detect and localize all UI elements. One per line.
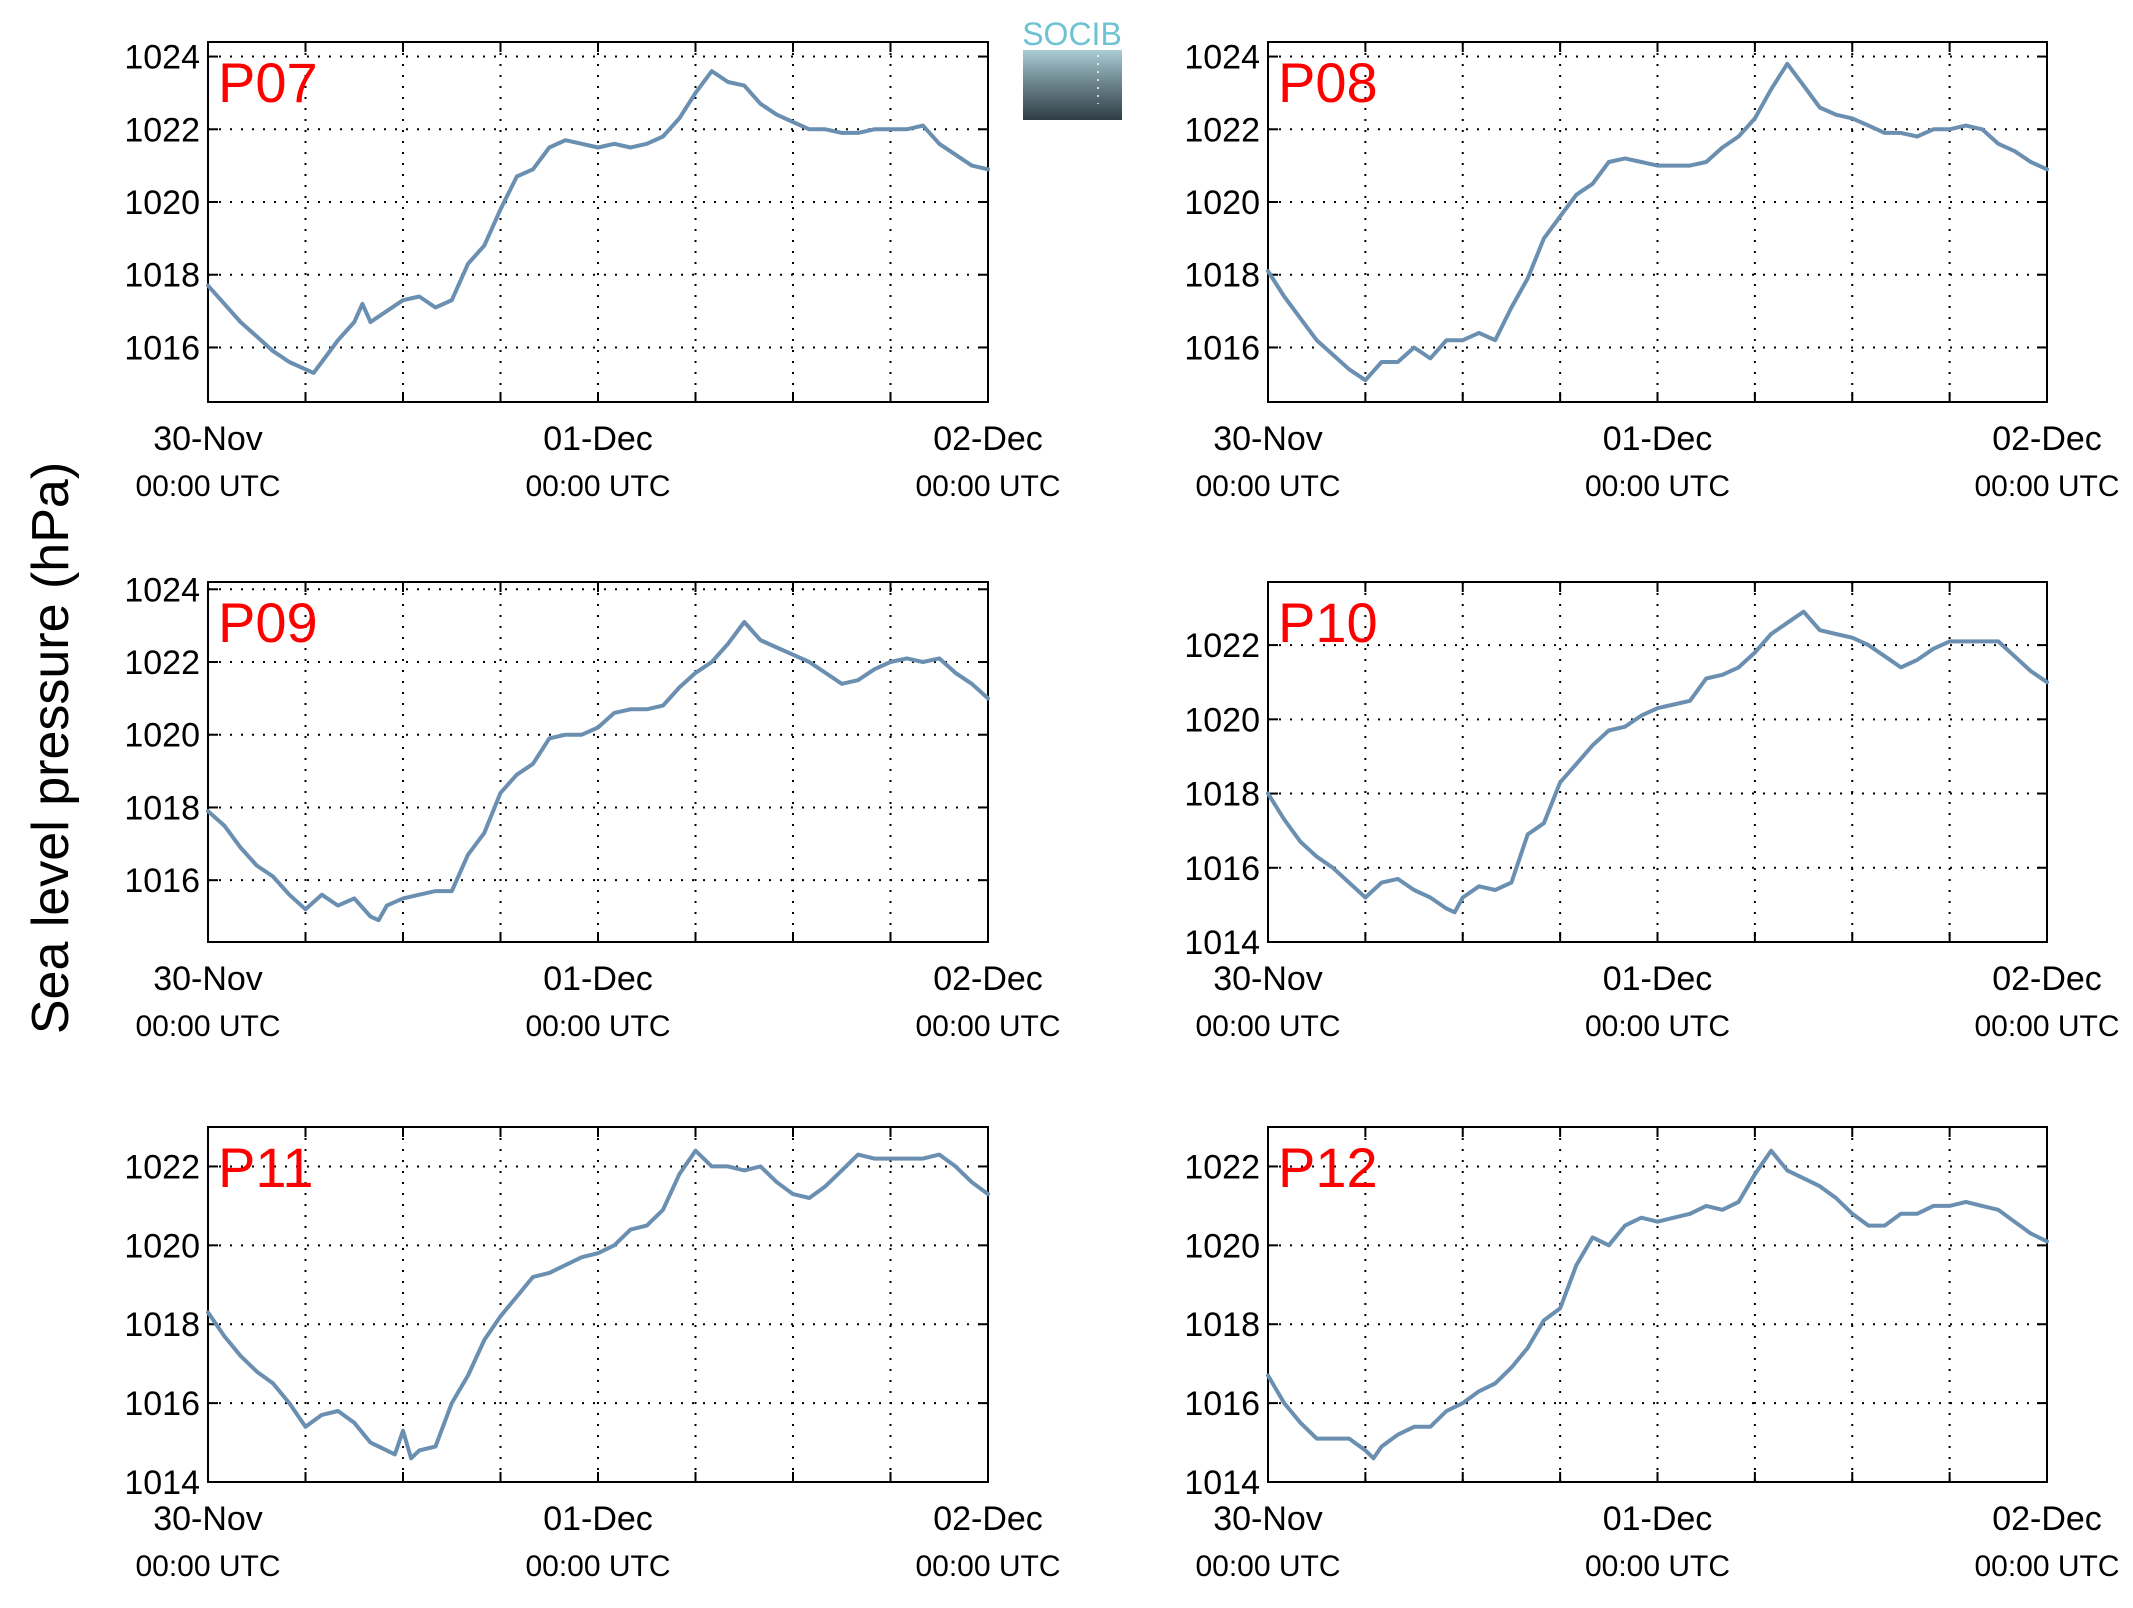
x-tick-label-time: 00:00 UTC [915,1010,1060,1043]
y-tick-label: 1022 [124,1148,200,1186]
x-tick-label-date: 01-Dec [1603,960,1713,998]
y-tick-label: 1016 [1184,329,1260,367]
panel-label: P09 [218,591,318,654]
x-tick-label-time: 00:00 UTC [525,1550,670,1583]
series-line [1266,609,2049,915]
x-tick-label-time: 00:00 UTC [1585,1550,1730,1583]
x-tick-label-time: 00:00 UTC [1974,1010,2119,1043]
y-axis-label: Sea level pressure (hPa) [22,462,80,1034]
y-tick-label: 1014 [1184,924,1260,962]
x-tick-label-time: 00:00 UTC [135,1010,280,1043]
series-line [1266,1148,2049,1461]
y-tick-label: 1016 [1184,1385,1260,1423]
x-tick-label-date: 01-Dec [1603,1500,1713,1538]
plot-frame [1267,41,2048,403]
y-tick-label: 1020 [1184,184,1260,222]
x-tick-label-date: 30-Nov [1213,420,1323,458]
x-tick-label-time: 00:00 UTC [135,470,280,503]
y-tick-label: 1024 [124,571,200,609]
series-line [206,620,990,923]
x-tick-label-time: 00:00 UTC [1195,470,1340,503]
x-tick-label-date: 30-Nov [153,420,263,458]
panel-label: P11 [218,1136,313,1199]
y-tick-label: 1016 [124,1385,200,1423]
x-tick-label-time: 00:00 UTC [1585,1010,1730,1043]
x-tick-label-time: 00:00 UTC [1974,1550,2119,1583]
y-tick-label: 1022 [124,111,200,149]
plot-frame [1267,581,2048,943]
x-tick-label-time: 00:00 UTC [525,1010,670,1043]
y-tick-label: 1016 [1184,850,1260,888]
panel-p11: 1014 1016 1018 1020 1022 30-Nov 00:00 UTC 01-De… [124,1126,1061,1583]
y-tick-label: 1022 [124,644,200,682]
x-tick-label-date: 30-Nov [153,960,263,998]
x-tick-label-date: 02-Dec [1992,420,2102,458]
y-tick-label: 1020 [124,184,200,222]
socib-logo: SOCIB [1022,16,1122,120]
x-tick-label-time: 00:00 UTC [1195,1010,1340,1043]
y-tick-label: 1016 [124,862,200,900]
x-tick-label-date: 30-Nov [1213,960,1323,998]
y-tick-label: 1018 [1184,257,1260,295]
y-tick-label: 1022 [1184,111,1260,149]
y-tick-label: 1020 [124,1227,200,1265]
x-tick-label-time: 00:00 UTC [135,1550,280,1583]
x-tick-label-time: 00:00 UTC [1974,470,2119,503]
x-tick-label-time: 00:00 UTC [915,1550,1060,1583]
x-tick-label-date: 02-Dec [933,1500,1043,1538]
y-tick-label: 1024 [1184,39,1260,77]
y-tick-label: 1018 [1184,776,1260,814]
y-tick-label: 1024 [124,39,200,77]
x-tick-label-time: 00:00 UTC [1585,470,1730,503]
panel-p12: 1014 1016 1018 1020 1022 30-Nov 00:00 UTC 01-De… [1184,1126,2120,1583]
x-tick-label-date: 01-Dec [1603,420,1713,458]
y-tick-label: 1020 [1184,701,1260,739]
panel-p09: 1016 1018 1020 1022 1024 30-Nov 00:00 UTC 01-De… [124,571,1060,1043]
y-tick-label: 1016 [124,329,200,367]
x-tick-label-date: 02-Dec [1992,960,2102,998]
y-tick-label: 1022 [1184,627,1260,665]
x-tick-label-date: 01-Dec [543,960,653,998]
plot-frame [1267,1126,2048,1483]
y-tick-label: 1014 [1184,1464,1260,1502]
plot-frame [207,41,989,403]
y-tick-label: 1020 [1184,1227,1260,1265]
series-line [206,1148,990,1461]
x-tick-label-date: 30-Nov [153,1500,263,1538]
series-line [1266,61,2049,383]
x-tick-label-date: 02-Dec [933,960,1043,998]
panel-label: P10 [1278,591,1378,654]
panel-p10: 1014 1016 1018 1020 1022 30-Nov 00:00 UTC 01-De… [1184,581,2120,1043]
panel-label: P08 [1278,51,1378,114]
x-tick-label-time: 00:00 UTC [1195,1550,1340,1583]
socib-logo-text: SOCIB [1022,16,1122,52]
x-tick-label-time: 00:00 UTC [525,470,670,503]
y-tick-label: 1018 [124,1306,200,1344]
y-tick-label: 1022 [1184,1148,1260,1186]
y-tick-label: 1020 [124,717,200,755]
y-tick-label: 1014 [124,1464,200,1502]
panel-p08: 1016 1018 1020 1022 1024 30-Nov 00:00 UTC 01-De… [1184,39,2119,503]
plot-frame [207,581,989,943]
plot-frame [207,1126,989,1483]
x-tick-label-time: 00:00 UTC [915,470,1060,503]
x-tick-label-date: 01-Dec [543,420,653,458]
y-tick-label: 1018 [124,257,200,295]
panel-label: P12 [1278,1136,1378,1199]
x-tick-label-date: 30-Nov [1213,1500,1323,1538]
panel-label: P07 [218,51,318,114]
x-tick-label-date: 02-Dec [1992,1500,2102,1538]
y-tick-label: 1018 [1184,1306,1260,1344]
chart-panels: 1016 1018 1020 1022 1024 30-Nov 00:00 UTC 01-De… [124,39,2119,1583]
series-line [206,69,990,375]
x-tick-label-date: 02-Dec [933,420,1043,458]
panel-p07: 1016 1018 1020 1022 1024 30-Nov 00:00 UTC 01-De… [124,39,1060,503]
x-tick-label-date: 01-Dec [543,1500,653,1538]
y-tick-label: 1018 [124,789,200,827]
